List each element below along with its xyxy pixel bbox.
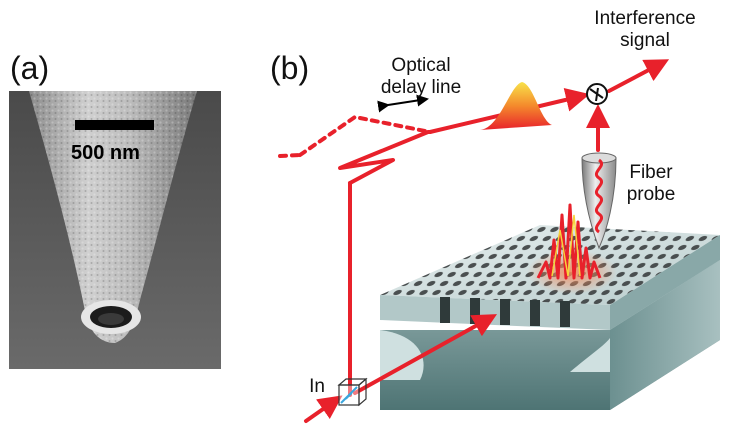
reference-pulse <box>480 82 552 130</box>
interference-label-line1: Interference <box>594 8 696 29</box>
delay-arrow <box>377 94 429 113</box>
sem-image-graphic <box>9 91 221 369</box>
combiner-icon <box>586 83 608 105</box>
beam-splitter-icon <box>337 377 368 407</box>
panel-a-label: (a) <box>10 50 50 86</box>
fiber-label-line2: probe <box>626 184 676 205</box>
delay-line-label: Optical delay line <box>356 55 486 99</box>
delay-line-label-line2: delay line <box>380 77 462 98</box>
fiber-label-line1: Fiber <box>629 162 673 183</box>
scale-bar <box>75 120 154 130</box>
photonic-crystal-waveguide <box>380 225 720 410</box>
fiber-probe-label: Fiber probe <box>611 162 691 206</box>
delay-line-label-line1: Optical <box>391 55 451 76</box>
sem-image: 500 nm <box>9 91 221 369</box>
scale-bar-label: 500 nm <box>71 142 140 164</box>
fiber-probe <box>581 152 617 250</box>
near-field-pulse <box>527 203 617 294</box>
interference-signal-label: Interference signal <box>580 8 710 52</box>
panel-b-label: (b) <box>270 50 310 86</box>
interference-label-line2: signal <box>620 30 670 51</box>
input-label: In <box>309 376 325 397</box>
